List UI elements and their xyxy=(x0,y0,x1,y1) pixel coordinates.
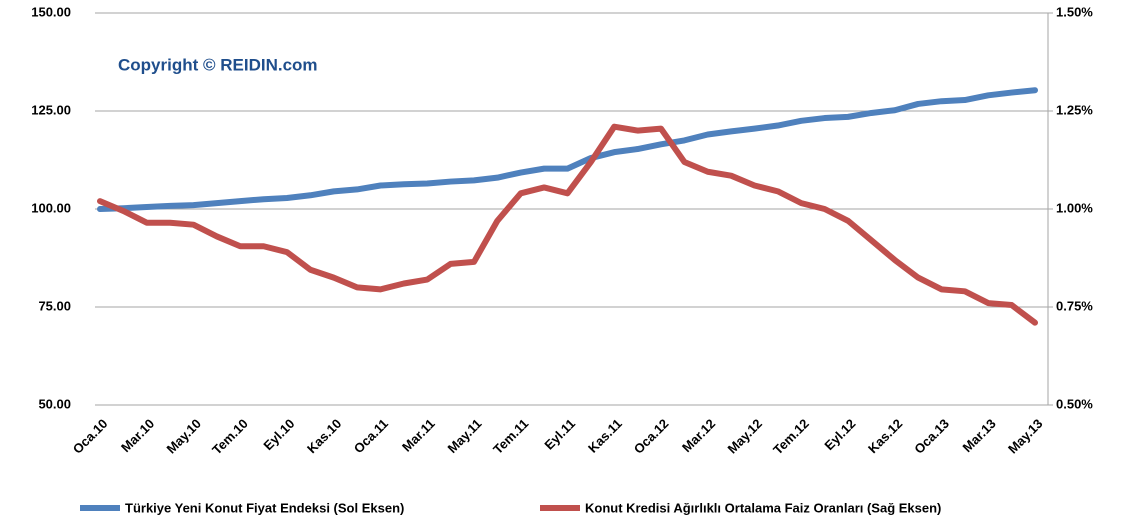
x-tick-label: Oca.12 xyxy=(631,416,672,457)
legend-label: Konut Kredisi Ağırlıklı Ortalama Faiz Or… xyxy=(585,500,941,515)
x-tick-label: Tem.11 xyxy=(490,416,531,457)
annotation: Copyright © REIDIN.com xyxy=(118,55,318,74)
y-tick-label: 50.00 xyxy=(38,396,71,411)
y-tick-label: 75.00 xyxy=(38,298,71,313)
y-tick-label: 125.00 xyxy=(31,102,71,117)
x-tick-label: May.10 xyxy=(163,416,204,457)
y2-tick-label: 0.50% xyxy=(1056,396,1093,411)
series-line xyxy=(97,123,1038,326)
x-tick-label: Kas.10 xyxy=(304,416,344,456)
x-tick-label: Mar.12 xyxy=(679,416,718,455)
x-tick-label: Oca.11 xyxy=(351,416,391,456)
y2-tick-label: 1.50% xyxy=(1056,4,1093,19)
x-tick-label: Oca.10 xyxy=(70,416,111,457)
x-tick-label: May.12 xyxy=(724,416,765,457)
x-tick-label: Kas.11 xyxy=(585,416,625,456)
series-line xyxy=(97,87,1038,212)
x-tick-label: May.11 xyxy=(444,416,484,456)
y2-tick-label: 1.25% xyxy=(1056,102,1093,117)
y-tick-label: 100.00 xyxy=(31,200,71,215)
y2-tick-label: 0.75% xyxy=(1056,298,1093,313)
x-tick-label: Mar.11 xyxy=(399,416,438,455)
x-tick-label: Kas.12 xyxy=(865,416,905,456)
x-tick-label: May.13 xyxy=(1005,416,1046,457)
x-tick-label: Eyl.11 xyxy=(541,416,578,453)
x-tick-label: Mar.13 xyxy=(960,416,999,455)
x-tick-label: Tem.12 xyxy=(770,416,812,458)
legend-label: Türkiye Yeni Konut Fiyat Endeksi (Sol Ek… xyxy=(125,500,404,515)
x-tick-label: Oca.13 xyxy=(911,416,952,457)
x-tick-label: Eyl.10 xyxy=(260,416,297,453)
y2-tick-label: 1.00% xyxy=(1056,200,1093,215)
x-tick-label: Mar.10 xyxy=(118,416,157,455)
x-tick-label: Eyl.12 xyxy=(821,416,858,453)
x-tick-label: Tem.10 xyxy=(209,416,251,458)
y-tick-label: 150.00 xyxy=(31,4,71,19)
